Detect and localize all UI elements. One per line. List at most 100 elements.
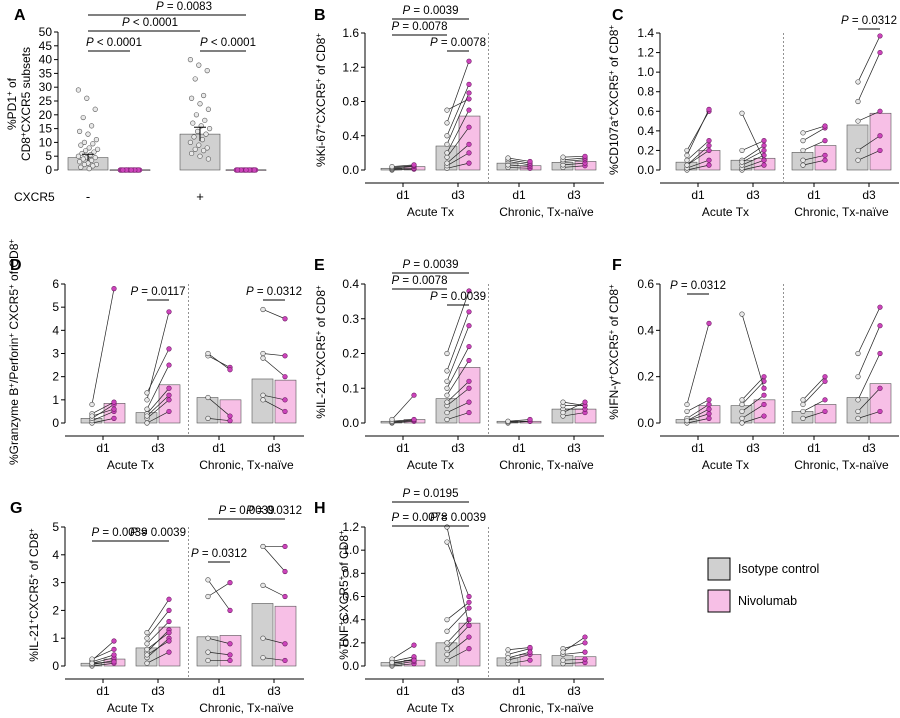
a-pval-p: P (200, 37, 208, 49)
h-pval: P = 0.0195 (403, 488, 459, 500)
d-ytick-label: 1 (52, 393, 59, 407)
a-ytick-label: 25 (39, 94, 53, 108)
g-pval-p: P (130, 527, 138, 539)
c-point-isotype (684, 157, 690, 163)
b-pval-p: P (403, 5, 411, 17)
g-point-isotype (205, 657, 211, 664)
g-point-nivolumab (227, 641, 233, 647)
d-point-isotype (89, 413, 95, 419)
g-point-nivolumab (282, 657, 288, 664)
h-pair-line (562, 651, 586, 655)
b-point-isotype (444, 141, 450, 147)
e-ytick-label: 0.4 (342, 277, 359, 291)
c-pair-line (857, 35, 881, 83)
f-ytick-label: 0.4 (637, 323, 654, 337)
a-pval-value: = 0.0083 (164, 1, 212, 13)
d-point-nivolumab (111, 399, 117, 405)
g-pval-value: = 0.0312 (199, 548, 247, 560)
f-pair-line (686, 399, 710, 412)
d-pair-line (262, 353, 286, 357)
d-point-isotype (260, 350, 266, 357)
f-point-isotype (800, 408, 806, 415)
b-pair-line (446, 109, 470, 154)
h-ylabel-part: + (337, 621, 346, 626)
g-pair-line (262, 546, 286, 572)
b-pair-line (391, 164, 415, 167)
d-point-nivolumab (166, 397, 172, 403)
f-group-label: Acute Tx (702, 458, 749, 472)
a-ytick-label: 10 (39, 135, 53, 149)
g-pair-line (207, 582, 231, 597)
h-pval: P = 0.0078 (392, 512, 448, 524)
f-pair-line (741, 376, 765, 401)
f-ytick-label: 0.2 (637, 370, 654, 384)
f-point-nivolumab (877, 304, 883, 310)
a-point (191, 134, 197, 140)
d-ylabel-part: + (7, 383, 16, 388)
f-point-isotype (684, 408, 690, 415)
e-pair-line (446, 387, 470, 406)
g-xtick-label: d1 (96, 684, 110, 698)
h-pair-line (562, 658, 586, 661)
c-point-isotype (800, 157, 806, 163)
c-ylabel-part: + (607, 25, 616, 30)
a-pval: P = 0.0083 (156, 1, 212, 13)
g-pair-line (146, 640, 170, 656)
f-point-isotype (855, 408, 861, 415)
panel-label-B: B (314, 7, 326, 24)
h-point-nivolumab (582, 649, 588, 655)
a-point (93, 137, 99, 143)
a-point (187, 139, 193, 145)
a-group-label: - (86, 189, 90, 204)
f-point-isotype (739, 408, 745, 415)
b-pair-line (391, 167, 415, 170)
d-ytick-label: 3 (52, 347, 59, 361)
f-pair-line (741, 314, 765, 389)
d-pair-line (91, 288, 115, 405)
f-point-isotype (739, 420, 745, 426)
h-group-label: Chronic, Tx-naïve (499, 701, 594, 715)
g-bar-nivolumab (219, 635, 242, 667)
b-pair-line (446, 144, 470, 164)
h-pair-line (446, 607, 470, 632)
b-point-nivolumab (466, 160, 472, 166)
d-ylabel-text: %Granzyme B+/Perforin+ CXCR5+ of CD8+ (7, 239, 22, 465)
f-pair-line (857, 388, 881, 412)
f-pval: P = 0.0312 (670, 280, 726, 292)
a-point (78, 142, 84, 148)
a-ytick-label: 40 (39, 53, 53, 67)
d-pval-p: P (130, 286, 138, 298)
e-bar-nivolumab (458, 367, 481, 424)
h-point-nivolumab (582, 656, 588, 662)
b-pval: P = 0.0078 (392, 21, 448, 33)
g-ylabel-part: %IL-21 (27, 623, 41, 661)
h-point-isotype (505, 655, 511, 661)
b-pair-line (562, 165, 586, 168)
d-point-nivolumab (227, 367, 233, 373)
b-pval-p: P (392, 21, 400, 33)
g-pval-p: P (191, 548, 199, 560)
b-point-isotype (505, 155, 511, 161)
c-group-label: Acute Tx (702, 205, 749, 219)
a-ytick-label: 35 (39, 66, 53, 80)
b-xtick-label: d1 (396, 188, 410, 202)
b-point-nivolumab (466, 150, 472, 156)
e-point-isotype (560, 399, 566, 405)
g-point-nivolumab (111, 659, 117, 665)
h-ytick-label: 0.2 (342, 636, 359, 650)
a-point (81, 139, 87, 145)
a-ylabel-part: %PD1 (5, 96, 19, 130)
h-pair-line (446, 625, 470, 649)
e-point-isotype (444, 350, 450, 357)
panel-label-E: E (314, 257, 325, 274)
c-point-isotype (855, 79, 861, 85)
h-point-nivolumab (411, 657, 417, 663)
h-pair-line (446, 526, 470, 626)
b-pair-line (507, 164, 531, 167)
h-pair-line (446, 541, 470, 597)
e-xtick-label: d3 (567, 441, 581, 455)
b-pair-line (562, 155, 586, 158)
e-point-isotype (444, 378, 450, 384)
f-point-nivolumab (706, 320, 712, 326)
c-pair-line (686, 111, 710, 151)
